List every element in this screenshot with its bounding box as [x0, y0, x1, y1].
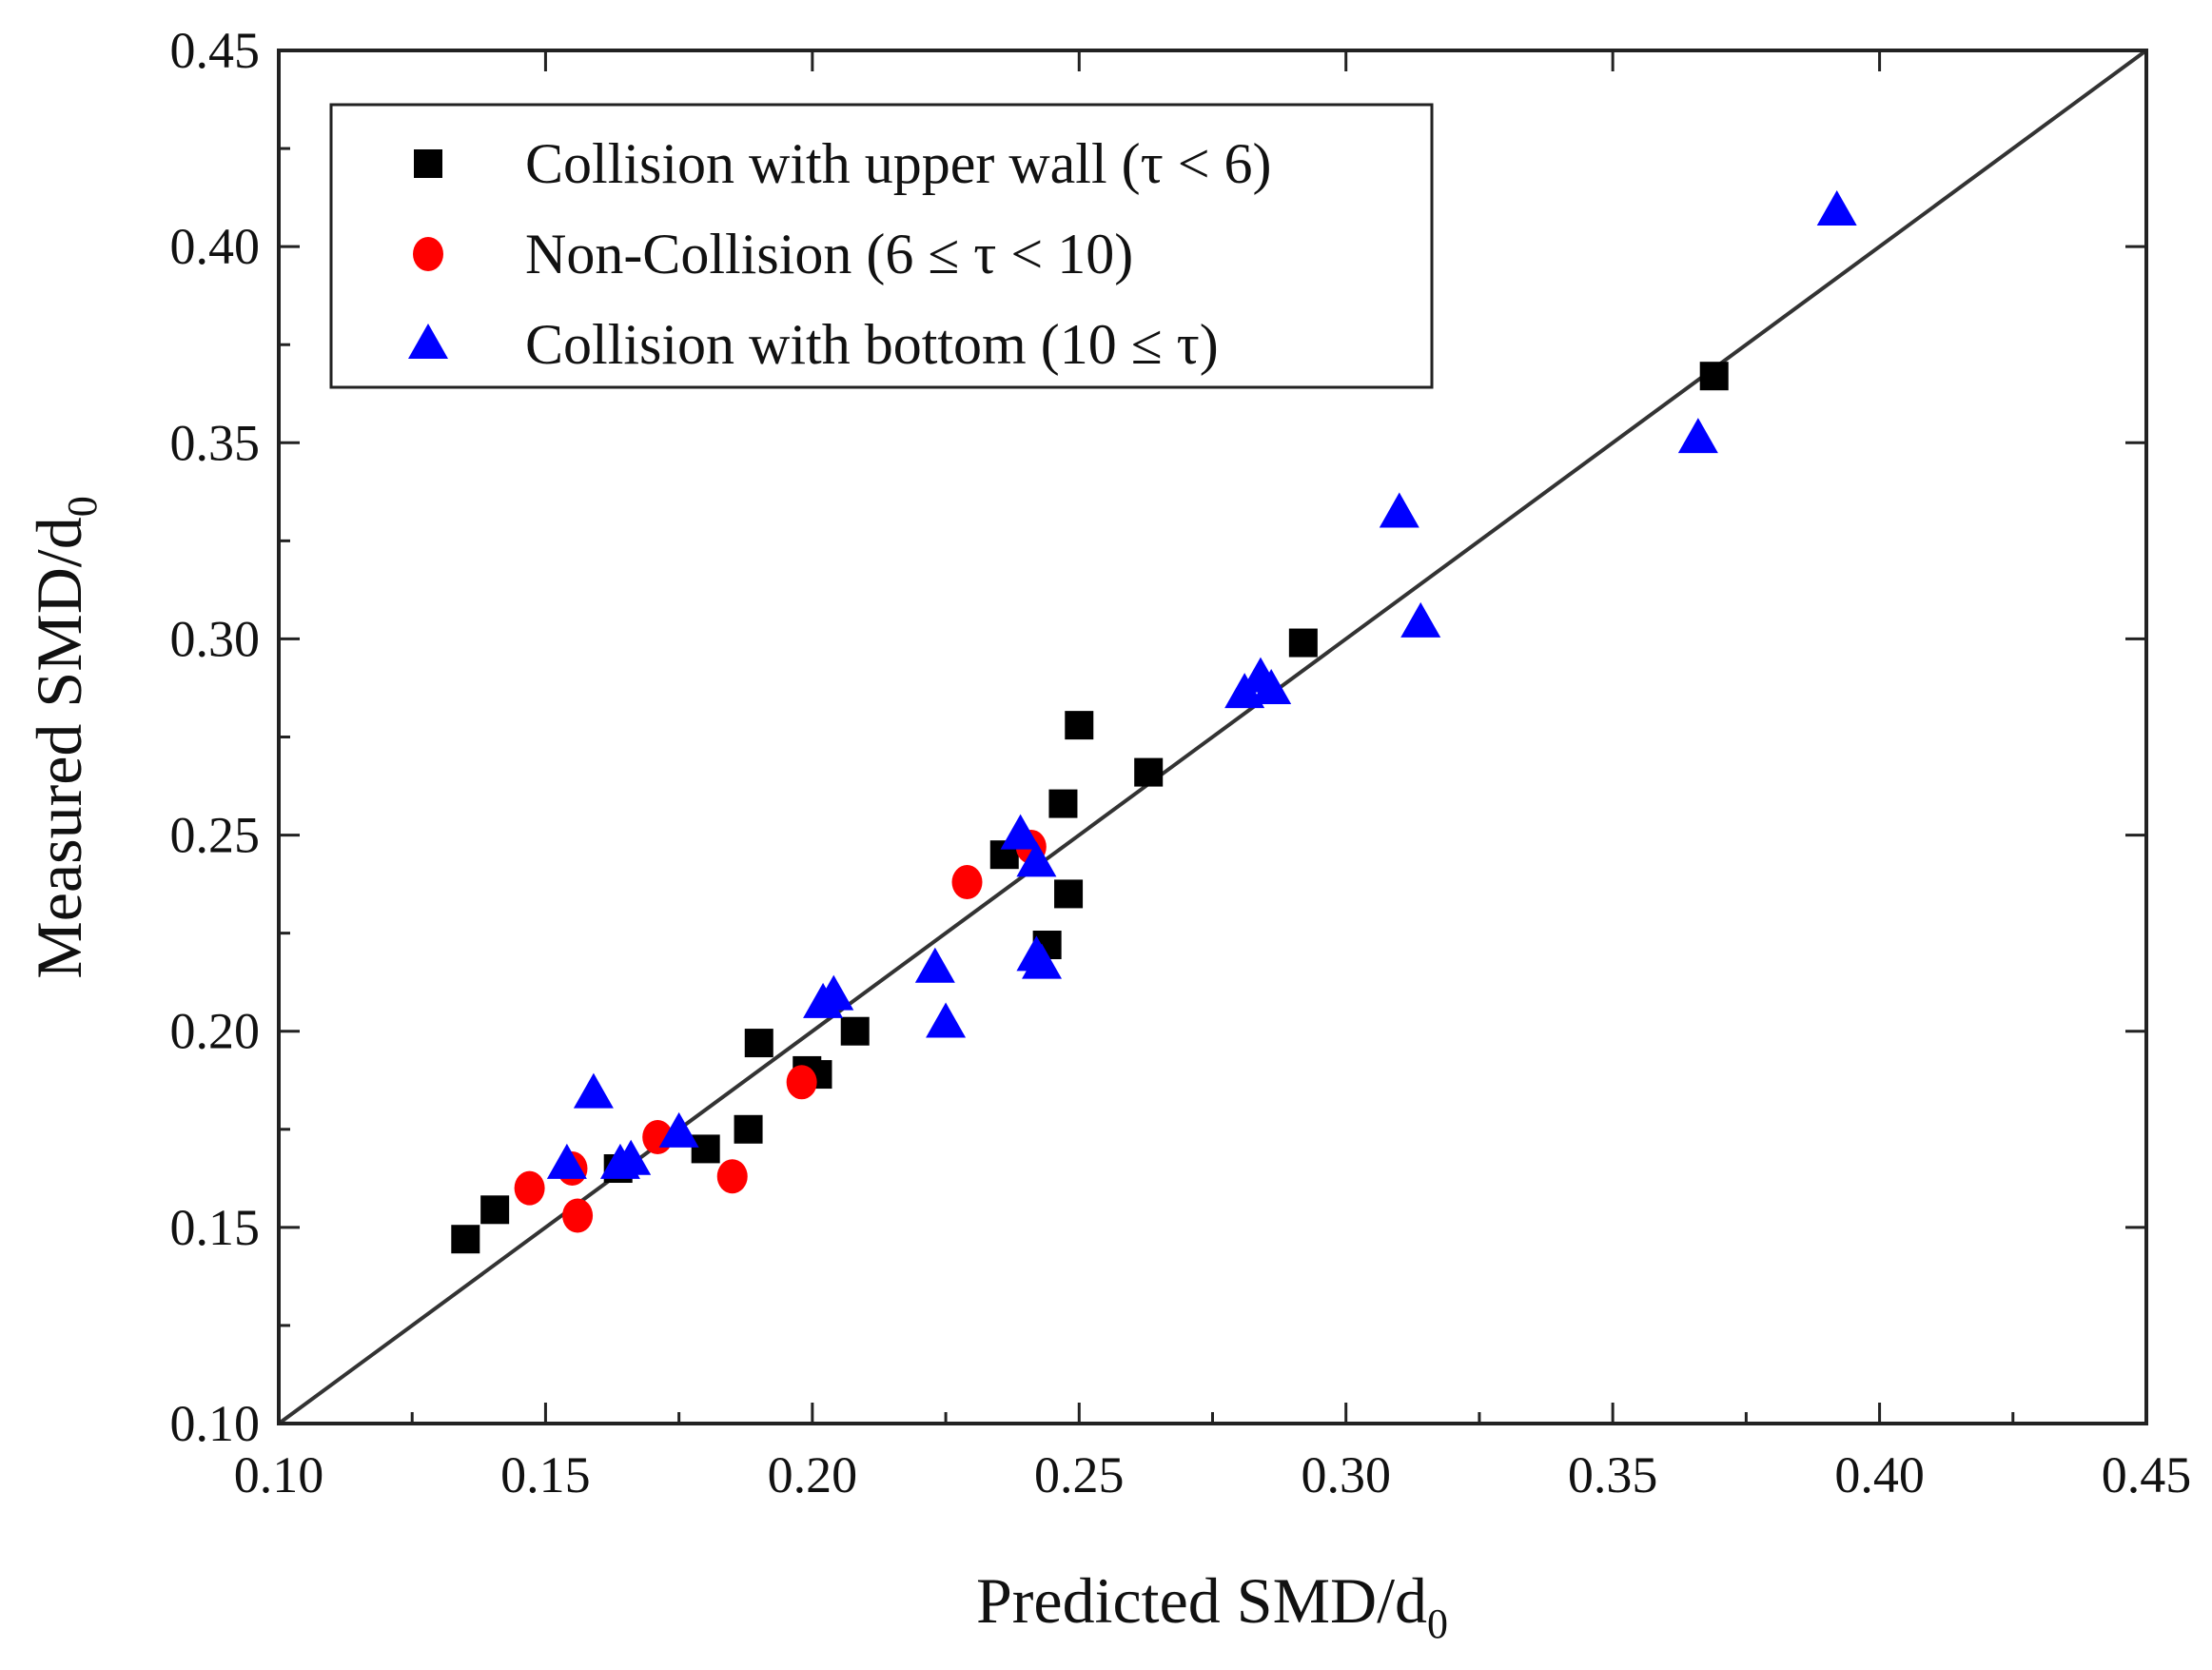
triangle-data-point [914, 947, 955, 983]
square-data-point [840, 1016, 870, 1046]
circle-data-point [716, 1159, 748, 1194]
series-circle [514, 829, 1047, 1233]
circle-data-point [562, 1198, 594, 1233]
x-tick-label: 0.20 [768, 1446, 858, 1503]
triangle-data-point [1016, 841, 1057, 877]
triangle-data-point [573, 1072, 614, 1109]
triangle-data-point [658, 1111, 699, 1148]
triangle-data-point [1379, 492, 1419, 528]
x-tick-label: 0.45 [2102, 1446, 2192, 1503]
triangle-data-point [926, 1002, 967, 1038]
y-tick-label: 0.15 [170, 1199, 261, 1256]
legend-box [329, 103, 1434, 389]
square-data-point [1134, 757, 1164, 787]
square-data-point [480, 1195, 510, 1225]
y-axis-title: Measured SMD/d0 [23, 496, 106, 978]
square-data-point [1288, 628, 1318, 658]
circle-data-point [514, 1170, 545, 1206]
circle-data-point [786, 1065, 817, 1100]
triangle-data-point [813, 974, 854, 1011]
triangle-data-point [611, 1139, 652, 1175]
reference-line-y-equals-x [277, 49, 2148, 1425]
circle-data-point [951, 865, 983, 900]
x-tick-label: 0.15 [500, 1446, 591, 1503]
x-tick-label: 0.40 [1834, 1446, 1925, 1503]
triangle-data-point [1251, 669, 1292, 705]
axes: 0.10 0.15 0.20 0.25 0.30 0.35 0.40 0.45 0.10 0.15… [170, 22, 2192, 1503]
data-points [451, 190, 1857, 1254]
y-tick-label: 0.40 [170, 218, 261, 275]
square-data-point [744, 1029, 773, 1058]
x-tick-label: 0.35 [1568, 1446, 1658, 1503]
y-tick-label: 0.25 [170, 807, 261, 864]
x-tick-label: 0.25 [1034, 1446, 1125, 1503]
square-data-point [1699, 362, 1729, 391]
legend: Collision with upper wall (τ < 6) Non-Col… [329, 103, 1434, 389]
y-tick-label: 0.35 [170, 414, 261, 471]
square-data-point [691, 1134, 720, 1164]
series-square [451, 362, 1729, 1254]
square-data-point [734, 1114, 763, 1144]
square-data-point [1048, 789, 1078, 818]
legend-square-icon [414, 149, 442, 178]
triangle-data-point [1816, 190, 1857, 226]
triangle-data-point [1400, 601, 1441, 638]
square-data-point [1054, 879, 1084, 909]
x-axis-title: Predicted SMD/d0 [976, 1564, 1448, 1647]
legend-circle-icon [413, 237, 443, 271]
square-data-point [1065, 711, 1094, 740]
y-tick-label: 0.30 [170, 610, 261, 667]
square-data-point [451, 1225, 480, 1254]
triangle-data-point [1000, 814, 1041, 850]
y-tick-label: 0.20 [170, 1003, 261, 1060]
y-tick-label: 0.10 [170, 1395, 261, 1452]
x-tick-label: 0.10 [234, 1446, 324, 1503]
y-tick-label: 0.45 [170, 22, 261, 79]
triangle-data-point [1022, 943, 1063, 979]
legend-label: Collision with bottom (10 ≤ τ) [525, 313, 1219, 376]
triangle-data-point [1677, 418, 1718, 454]
x-tick-label: 0.30 [1301, 1446, 1391, 1503]
series-triangle [546, 190, 1857, 1179]
legend-label: Non-Collision (6 ≤ τ < 10) [525, 223, 1133, 285]
triangle-data-point [546, 1143, 587, 1179]
legend-label: Collision with upper wall (τ < 6) [525, 132, 1272, 195]
reference-line-group [277, 49, 2148, 1425]
plot-frame [277, 49, 2148, 1425]
legend-triangle-icon [408, 324, 448, 359]
